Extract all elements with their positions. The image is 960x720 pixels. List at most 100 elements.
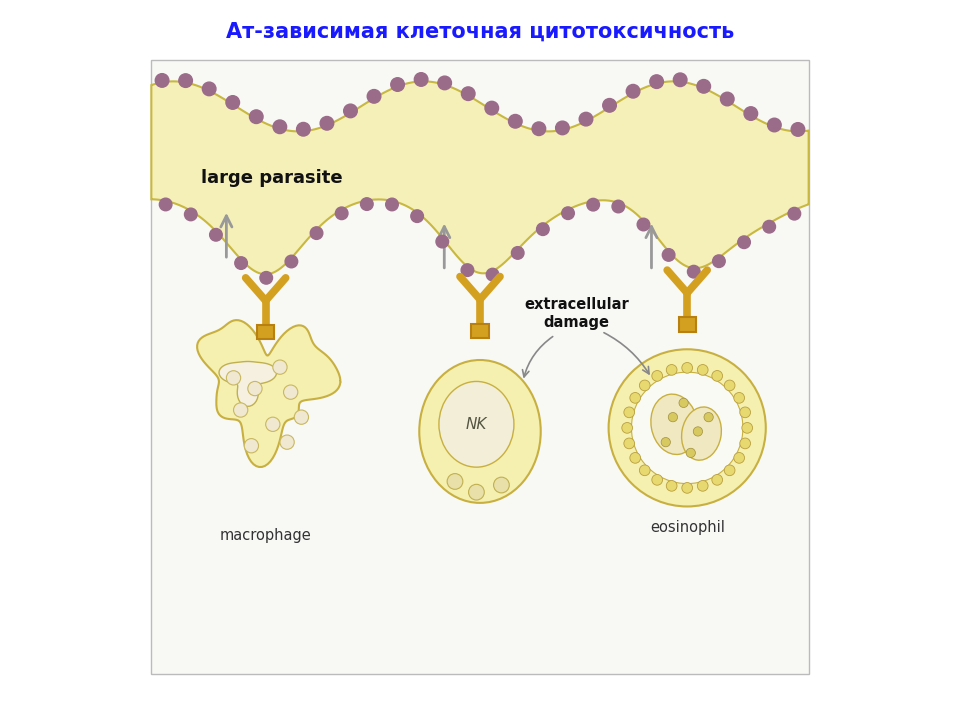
FancyBboxPatch shape bbox=[257, 325, 275, 339]
Circle shape bbox=[639, 465, 650, 476]
Ellipse shape bbox=[651, 394, 698, 454]
Circle shape bbox=[493, 477, 510, 493]
Circle shape bbox=[637, 218, 650, 231]
Circle shape bbox=[612, 200, 625, 213]
Circle shape bbox=[652, 371, 662, 382]
Circle shape bbox=[273, 360, 287, 374]
Circle shape bbox=[712, 255, 725, 267]
Ellipse shape bbox=[439, 382, 514, 467]
Circle shape bbox=[788, 207, 801, 220]
Circle shape bbox=[740, 438, 751, 449]
Circle shape bbox=[682, 482, 692, 493]
Circle shape bbox=[335, 207, 348, 220]
Circle shape bbox=[622, 423, 633, 433]
Circle shape bbox=[447, 474, 463, 490]
Text: NK: NK bbox=[466, 417, 487, 432]
Circle shape bbox=[244, 438, 258, 453]
Circle shape bbox=[411, 210, 423, 222]
Circle shape bbox=[711, 474, 723, 485]
Circle shape bbox=[280, 435, 295, 449]
Circle shape bbox=[768, 118, 781, 132]
Circle shape bbox=[512, 247, 524, 259]
Circle shape bbox=[742, 423, 753, 433]
Circle shape bbox=[724, 465, 735, 476]
Circle shape bbox=[721, 92, 734, 106]
Circle shape bbox=[260, 271, 273, 284]
Circle shape bbox=[697, 79, 710, 93]
Circle shape bbox=[763, 220, 776, 233]
Circle shape bbox=[687, 266, 700, 278]
Circle shape bbox=[587, 199, 599, 211]
Circle shape bbox=[361, 198, 373, 210]
Polygon shape bbox=[152, 81, 808, 274]
Circle shape bbox=[248, 382, 262, 396]
Text: eosinophil: eosinophil bbox=[650, 521, 725, 536]
Circle shape bbox=[295, 410, 308, 424]
Circle shape bbox=[415, 73, 428, 86]
Circle shape bbox=[693, 427, 703, 436]
Circle shape bbox=[179, 74, 192, 87]
Circle shape bbox=[724, 380, 735, 391]
Circle shape bbox=[344, 104, 357, 117]
Polygon shape bbox=[197, 320, 341, 467]
Circle shape bbox=[320, 117, 334, 130]
Circle shape bbox=[310, 227, 323, 239]
Circle shape bbox=[603, 99, 616, 112]
Circle shape bbox=[159, 198, 172, 211]
Circle shape bbox=[652, 474, 662, 485]
Circle shape bbox=[624, 407, 635, 418]
Circle shape bbox=[711, 371, 723, 382]
Circle shape bbox=[297, 122, 310, 136]
Circle shape bbox=[579, 112, 592, 126]
Circle shape bbox=[632, 372, 743, 484]
Circle shape bbox=[733, 392, 745, 403]
Circle shape bbox=[485, 102, 498, 115]
Circle shape bbox=[438, 76, 451, 90]
Circle shape bbox=[226, 96, 239, 109]
Circle shape bbox=[686, 449, 695, 457]
Circle shape bbox=[626, 84, 640, 98]
Circle shape bbox=[744, 107, 757, 120]
Circle shape bbox=[235, 257, 248, 269]
Circle shape bbox=[697, 364, 708, 375]
Circle shape bbox=[184, 208, 197, 221]
Circle shape bbox=[650, 75, 663, 89]
Circle shape bbox=[462, 87, 475, 101]
Circle shape bbox=[791, 122, 804, 136]
Circle shape bbox=[273, 120, 287, 134]
FancyBboxPatch shape bbox=[152, 60, 808, 675]
Circle shape bbox=[368, 89, 381, 103]
Circle shape bbox=[436, 235, 448, 248]
Circle shape bbox=[630, 453, 640, 463]
Circle shape bbox=[250, 110, 263, 124]
Circle shape bbox=[740, 407, 751, 418]
Circle shape bbox=[391, 78, 404, 91]
Circle shape bbox=[461, 264, 473, 276]
Circle shape bbox=[227, 371, 241, 385]
Circle shape bbox=[630, 392, 640, 403]
Circle shape bbox=[537, 223, 549, 235]
Circle shape bbox=[562, 207, 574, 220]
Circle shape bbox=[285, 255, 298, 268]
Circle shape bbox=[509, 114, 522, 128]
Circle shape bbox=[283, 385, 298, 400]
Circle shape bbox=[738, 236, 751, 248]
Circle shape bbox=[668, 413, 678, 422]
Circle shape bbox=[662, 248, 675, 261]
Circle shape bbox=[468, 485, 484, 500]
Circle shape bbox=[209, 228, 222, 241]
Circle shape bbox=[666, 364, 677, 375]
Circle shape bbox=[682, 362, 692, 373]
Circle shape bbox=[697, 480, 708, 491]
Polygon shape bbox=[219, 361, 276, 406]
Ellipse shape bbox=[420, 360, 540, 503]
Circle shape bbox=[266, 417, 280, 431]
Circle shape bbox=[156, 73, 169, 87]
Circle shape bbox=[556, 121, 569, 135]
Circle shape bbox=[203, 82, 216, 96]
Circle shape bbox=[679, 398, 688, 408]
Circle shape bbox=[532, 122, 545, 135]
Text: macrophage: macrophage bbox=[220, 528, 312, 543]
Circle shape bbox=[704, 413, 713, 422]
Ellipse shape bbox=[682, 407, 721, 460]
